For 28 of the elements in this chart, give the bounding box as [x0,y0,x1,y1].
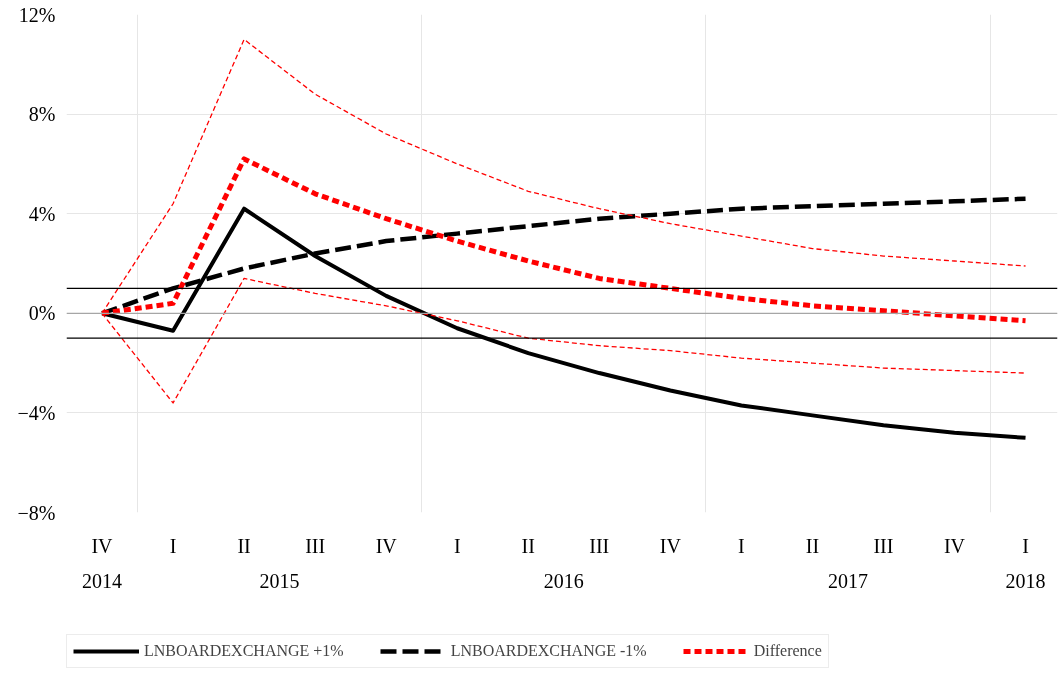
text: 2016 [543,569,584,592]
x-tick-label: I [453,534,461,557]
x-tick-label: III [305,534,326,557]
x-tick-label: III [589,534,610,557]
y-tick-label: 0% [28,302,56,325]
x-tick-label: III [873,534,894,557]
x-tick-label: I [738,534,745,557]
legend-label: Difference [753,642,822,660]
legend-label: LNBOARDEXCHANGE -1% [450,642,647,660]
x-tick-label: II [521,534,535,557]
x-tick-label: IV [659,534,682,557]
text: 2014 [82,569,123,592]
x-tick-label: IV [943,534,966,557]
y-tick-label: 4% [28,202,56,225]
x-tick-label: I [1022,534,1029,557]
text: 2015 [259,569,300,592]
x-tick-label: II [237,534,251,557]
x-tick-label: IV [375,534,398,557]
legend-label: LNBOARDEXCHANGE +1% [144,642,344,660]
y-tick-label: 12% [18,3,56,26]
x-tick-label: IV [91,534,114,557]
text: 2018 [1005,569,1046,592]
text: 2017 [827,569,868,592]
y-tick-label: 8% [28,103,56,126]
y-tick-label: −4% [17,401,56,424]
y-tick-label: −8% [17,501,56,524]
x-tick-label: II [805,534,820,557]
x-tick-label: I [169,534,177,557]
